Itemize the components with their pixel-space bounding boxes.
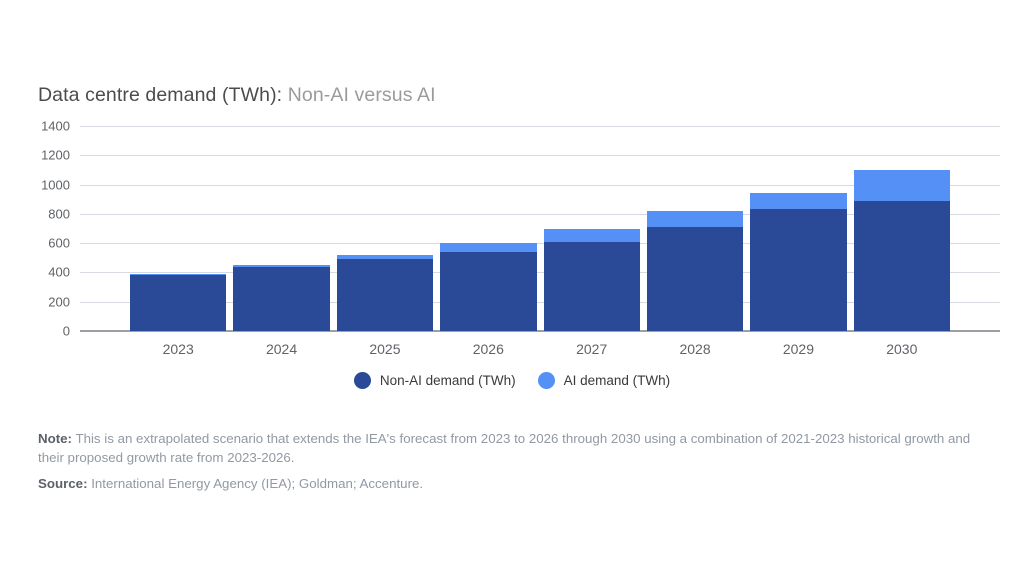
- bar-group-2023: [130, 126, 227, 331]
- bar-segment-ai-2030: [853, 169, 950, 201]
- bar-group-2029: [750, 126, 847, 331]
- bar-segment-non-ai-2029: [750, 209, 847, 331]
- legend-item-non-ai: Non-AI demand (TWh): [353, 372, 516, 389]
- legend: Non-AI demand (TWh) AI demand (TWh): [0, 372, 1024, 389]
- legend-label-non-ai: Non-AI demand (TWh): [379, 373, 516, 388]
- bar-segment-non-ai-2027: [543, 241, 640, 331]
- source-body: International Energy Agency (IEA); Goldm…: [91, 476, 424, 491]
- bar-segment-non-ai-2026: [440, 251, 537, 331]
- source-text: Source: International Energy Agency (IEA…: [38, 476, 986, 491]
- legend-item-ai: AI demand (TWh): [537, 372, 671, 389]
- bar-group-2030: [853, 126, 950, 331]
- gridline-400: [80, 272, 1000, 274]
- bar-segment-ai-2026: [440, 243, 537, 252]
- note-text: Note: This is an extrapolated scenario t…: [38, 429, 986, 467]
- bar-segment-non-ai-2028: [646, 227, 744, 331]
- bar-segment-non-ai-2023: [130, 275, 227, 331]
- bar-segment-ai-2028: [646, 210, 744, 228]
- bar-segment-ai-2023: [130, 273, 227, 276]
- y-axis-tick-200: 200: [48, 294, 70, 310]
- x-axis-label-2023: 2023: [162, 341, 194, 357]
- x-axis: 2023 2024 2025 2026 2027 2028 2029 2030: [130, 341, 950, 357]
- legend-label-ai: AI demand (TWh): [563, 373, 671, 388]
- bar-group-2024: [233, 126, 330, 331]
- note-label: Note:: [38, 431, 72, 446]
- y-axis-tick-400: 400: [48, 264, 70, 280]
- bar-segment-ai-2024: [233, 265, 330, 267]
- gridline-1400: [80, 126, 1000, 127]
- x-axis-label-2025: 2025: [369, 341, 401, 357]
- y-axis-tick-0: 0: [62, 323, 70, 339]
- x-axis-label-2026: 2026: [472, 341, 504, 357]
- bar-segment-non-ai-2024: [233, 266, 330, 331]
- plot-area: 0 200 400 600 800 1000 1200 1400: [41, 119, 1000, 339]
- y-axis-tick-1400: 1400: [41, 118, 70, 134]
- bar-segment-non-ai-2030: [853, 200, 950, 331]
- gridline-1200: [80, 155, 1000, 157]
- gridline-0: [80, 330, 1000, 332]
- y-axis-tick-600: 600: [48, 235, 70, 251]
- source-label: Source:: [38, 476, 88, 491]
- bar-segment-ai-2027: [543, 228, 640, 242]
- bar-group-2028: [646, 126, 744, 331]
- legend-swatch-non-ai: [353, 372, 371, 389]
- bar-group-2025: [336, 126, 434, 331]
- gridline-1000: [80, 184, 1000, 186]
- x-axis-label-2028: 2028: [679, 341, 711, 357]
- y-axis-tick-1000: 1000: [41, 177, 70, 193]
- bar-segment-non-ai-2025: [336, 259, 434, 331]
- y-axis-tick-1200: 1200: [41, 147, 70, 163]
- gridline-200: [80, 301, 1000, 303]
- chart-title: Data centre demand (TWh): Non-AI versus …: [38, 84, 436, 107]
- bar-segment-ai-2029: [750, 193, 847, 210]
- chart-title-main: Data centre demand (TWh):: [38, 84, 283, 106]
- x-axis-label-2029: 2029: [782, 341, 815, 357]
- x-axis-label-2027: 2027: [576, 341, 608, 357]
- chart-title-sub: Non-AI versus AI: [287, 84, 436, 106]
- note-body: This is an extrapolated scenario that ex…: [38, 431, 971, 465]
- x-axis-label-2030: 2030: [886, 341, 918, 357]
- bar-group-2027: [543, 126, 640, 331]
- gridline-600: [80, 243, 1000, 245]
- bars-layer: [130, 126, 950, 331]
- bar-segment-ai-2025: [336, 254, 434, 260]
- x-axis-label-2024: 2024: [265, 341, 298, 357]
- legend-swatch-ai: [537, 372, 555, 389]
- bar-group-2026: [440, 126, 537, 331]
- gridline-800: [80, 213, 1000, 215]
- y-axis-tick-800: 800: [48, 206, 70, 222]
